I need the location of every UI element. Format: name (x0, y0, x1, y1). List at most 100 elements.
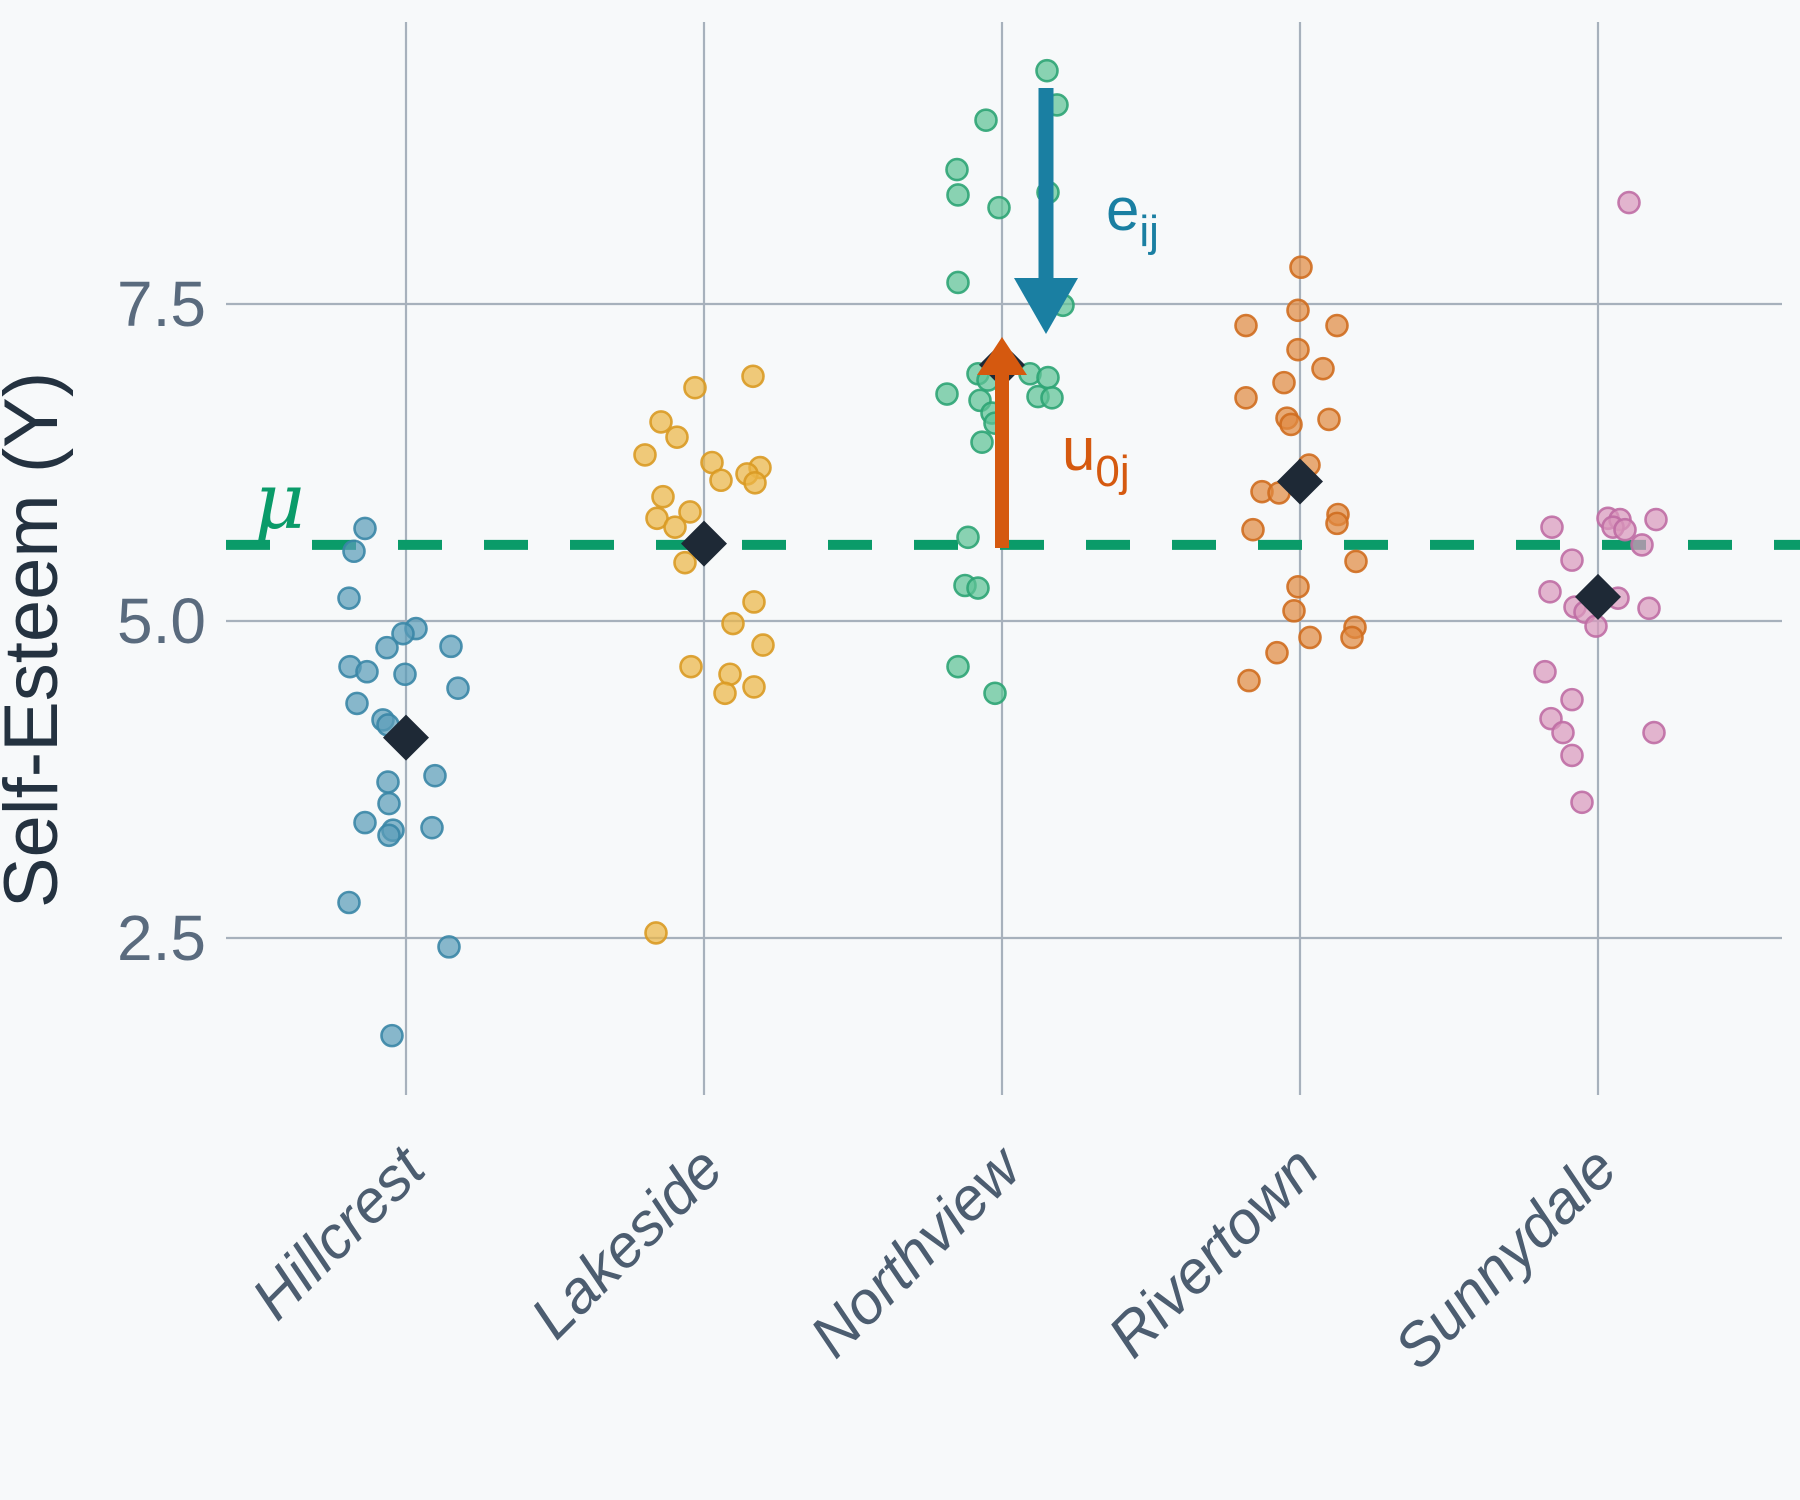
y-tick-2-5: 2.5 (117, 902, 206, 974)
data-point (974, 108, 998, 132)
data-point (665, 425, 689, 449)
data-point (1317, 407, 1341, 432)
group-mean-diamond (1277, 458, 1323, 505)
residual-label: eij (1106, 176, 1159, 256)
data-point (353, 516, 377, 541)
data-point (1234, 313, 1258, 338)
data-point (1613, 517, 1637, 542)
plot-layer (226, 22, 1800, 1095)
y-tick-5-0: 5.0 (117, 585, 206, 657)
grand-mean-label: μ (254, 457, 305, 547)
data-point (1644, 507, 1668, 532)
data-point (1551, 720, 1575, 745)
data-point (353, 810, 377, 835)
data-point (1286, 298, 1310, 323)
data-point (420, 815, 444, 840)
data-point (673, 550, 697, 575)
data-point (1344, 549, 1368, 574)
data-point (1035, 58, 1059, 83)
data-point (1311, 356, 1335, 381)
data-point (956, 525, 980, 550)
data-point (1237, 668, 1261, 693)
y-axis-title: Self-Esteem (Y) (0, 372, 74, 908)
data-point (393, 662, 417, 687)
data-point (966, 576, 990, 600)
residual-arrow-head (1014, 278, 1078, 334)
group-deviation-arrow-head (977, 337, 1027, 375)
y-tick-7-5: 7.5 (117, 268, 206, 340)
data-point (1289, 255, 1313, 280)
data-point (1340, 625, 1364, 650)
x-label-rivertown: Rivertown (1095, 1134, 1331, 1370)
data-point (945, 157, 969, 182)
data-point (1279, 412, 1303, 437)
data-point (1272, 370, 1296, 395)
data-point (1234, 386, 1258, 410)
data-point (1642, 720, 1666, 745)
x-label-lakeside: Lakeside (518, 1134, 735, 1351)
x-label-sunnydale: Sunnydale (1381, 1134, 1629, 1382)
data-point (644, 921, 668, 945)
data-point (1560, 687, 1584, 712)
group-mean-diamond (1575, 573, 1621, 620)
data-point (345, 691, 369, 716)
data-point (946, 183, 970, 207)
data-point (1286, 337, 1310, 362)
data-point (391, 621, 415, 646)
data-point (1265, 640, 1289, 665)
data-point (342, 539, 366, 564)
data-point (970, 430, 994, 455)
data-point (649, 410, 673, 434)
group-mean-diamond (681, 520, 727, 567)
data-point (1282, 599, 1306, 623)
data-point (983, 681, 1007, 706)
data-point (1325, 511, 1349, 536)
data-point (1538, 580, 1562, 604)
data-point (721, 611, 745, 636)
data-point (446, 676, 470, 701)
data-point (1241, 517, 1265, 542)
data-point (679, 654, 703, 679)
data-point (377, 791, 401, 816)
data-point (1298, 625, 1322, 650)
data-point (1630, 533, 1654, 557)
data-point (1617, 190, 1641, 215)
data-point (741, 364, 765, 389)
data-point (1036, 365, 1060, 390)
data-point (1584, 614, 1608, 638)
data-point (709, 468, 733, 493)
data-point (683, 375, 707, 400)
data-point (633, 443, 657, 467)
data-point (946, 270, 970, 295)
data-point (380, 1023, 404, 1048)
data-point (423, 763, 447, 788)
data-point (1325, 313, 1349, 338)
data-point (375, 635, 399, 660)
data-point (742, 675, 766, 699)
data-point (337, 586, 361, 610)
group-mean-diamond (383, 714, 429, 761)
data-point (377, 823, 401, 848)
data-point (718, 662, 742, 687)
data-point (663, 515, 687, 539)
data-point (742, 590, 766, 614)
data-point (355, 659, 379, 684)
data-point (1570, 790, 1594, 815)
data-point (987, 195, 1011, 220)
data-point (946, 654, 970, 679)
data-point (1637, 596, 1661, 621)
group-deviation-label: u0j (1062, 416, 1130, 496)
data-point (1540, 515, 1564, 539)
data-point (651, 484, 675, 509)
data-point (1040, 386, 1064, 410)
data-point (437, 935, 461, 959)
data-point (935, 382, 959, 406)
x-label-hillcrest: Hillcrest (239, 1132, 439, 1332)
x-label-northview: Northview (797, 1131, 1036, 1370)
data-point (713, 681, 737, 706)
data-point (678, 500, 702, 524)
data-point (751, 633, 775, 657)
data-point (439, 634, 463, 659)
data-point (376, 770, 400, 794)
